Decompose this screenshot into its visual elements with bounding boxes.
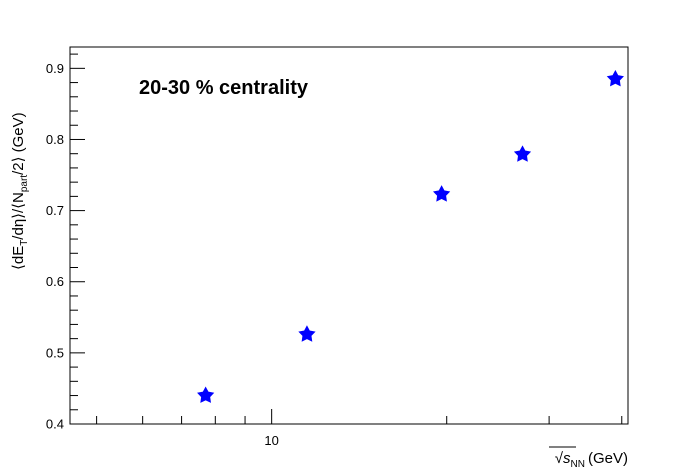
x-axis-sqrt: √ — [555, 450, 564, 467]
svg-text:⟨dET/dη⟩/⟨Npart/2⟩ (GeV): ⟨dET/dη⟩/⟨Npart/2⟩ (GeV) — [10, 112, 30, 270]
y-axis-sub2: part — [19, 175, 30, 192]
y-axis-part3: /2⟩ (GeV) — [10, 112, 27, 175]
x-axis-sub: NN — [571, 459, 585, 470]
annotation-centrality: 20-30 % centrality — [139, 77, 309, 99]
y-tick-label: 0.6 — [46, 274, 64, 289]
x-axis-title: √sNN (GeV) — [549, 446, 628, 470]
y-axis: 0.4 0.5 0.6 0.7 0.8 0.9 — [46, 53, 85, 432]
data-point-star — [606, 69, 624, 87]
frame — [69, 46, 629, 425]
x-tick-label: 10 — [264, 433, 278, 448]
y-tick-label: 0.4 — [46, 417, 64, 432]
svg-text:√sNN(GeV): √sNN (GeV) — [555, 450, 628, 470]
x-axis-var: s — [563, 450, 571, 467]
data-point-star — [513, 145, 532, 162]
data-points — [197, 69, 624, 403]
data-point-star — [197, 386, 215, 403]
y-axis-part2: /dη⟩/⟨N — [10, 192, 27, 240]
data-point-star — [298, 325, 316, 342]
y-tick-label: 0.8 — [46, 132, 64, 147]
y-tick-label: 0.9 — [46, 61, 64, 76]
y-axis-title: ⟨dET/dη⟩/⟨Npart/2⟩ (GeV) — [10, 112, 30, 270]
x-axis-unit: (GeV) — [588, 450, 628, 467]
x-axis: 10 — [96, 409, 623, 448]
y-tick-label: 0.5 — [46, 345, 64, 360]
y-axis-sub1: T — [19, 240, 30, 246]
data-point-star — [432, 185, 451, 202]
y-axis-part1: ⟨dE — [10, 246, 27, 270]
y-tick-label: 0.7 — [46, 203, 64, 218]
